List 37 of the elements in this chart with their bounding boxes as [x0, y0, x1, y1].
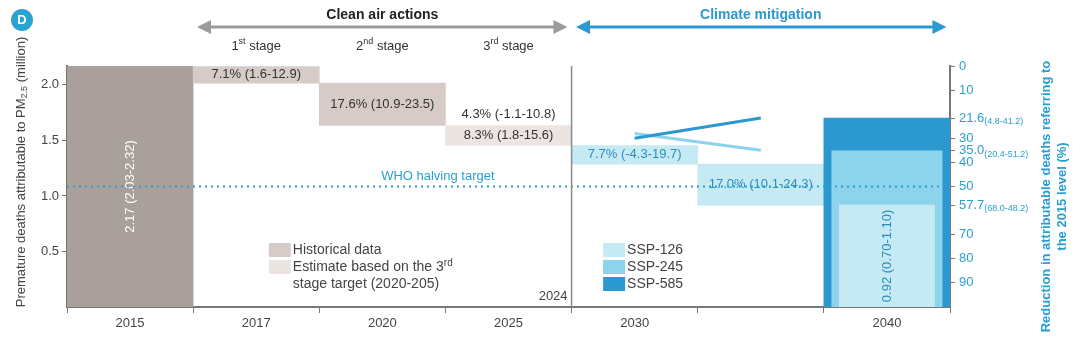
- ref-line-label: WHO halving target: [381, 168, 495, 184]
- y2-tick-label: 10: [959, 81, 974, 97]
- y2-tick-label: 40: [959, 153, 974, 169]
- data-label: 7.1% (1.6-12.9): [211, 66, 302, 82]
- y-tick-label: 1.5: [40, 131, 59, 147]
- x-tick-label: 2015: [115, 315, 145, 331]
- y2-tick-label: 30: [959, 129, 974, 145]
- y2-tick-label: 0: [959, 57, 967, 73]
- text: Climate mitigation: [700, 5, 822, 22]
- data-label: 8.3% (1.8-15.6): [463, 127, 554, 143]
- data-label: 7.7% (-4.3-19.7): [587, 146, 682, 162]
- ref-line-label: 2024: [538, 287, 568, 303]
- annotation: 4.3% (-1.1-10.8): [461, 105, 556, 121]
- legend-label: SSP-245: [627, 258, 684, 275]
- data-label: 2.17 (2.03-2.32): [121, 140, 137, 233]
- y2-tick-label: 90: [959, 274, 974, 290]
- y-axis-title: Premature deaths attributable to PM2.5 (million): [12, 36, 30, 308]
- legend-label: SSP-585: [627, 275, 684, 292]
- text: D: [17, 11, 27, 27]
- y-tick-label: 2.0: [40, 76, 59, 92]
- text: Clean air actions: [326, 5, 439, 22]
- y2-tick-label: 80: [959, 250, 974, 266]
- x-tick-label: 2020: [367, 315, 397, 331]
- legend-label: SSP-126: [627, 241, 684, 258]
- y2-axis-title: Reduction in attributable deaths referring to the 2015 level (%): [1037, 60, 1069, 333]
- y-tick-label: 1.0: [40, 187, 59, 203]
- x-tick-label: 2030: [620, 315, 650, 331]
- y2-tick-label: 50: [959, 178, 974, 194]
- data-label: 17.6% (10.9-23.5): [330, 95, 435, 111]
- x-tick-label: 2040: [872, 315, 902, 331]
- x-tick-label: 2025: [494, 315, 523, 331]
- x-tick-label: 2017: [241, 315, 271, 331]
- y-tick-label: 0.5: [40, 243, 59, 259]
- data-label: 17.0% (10.1-24.3): [708, 176, 813, 192]
- y2-tick-label: 70: [959, 226, 974, 242]
- data-label: 0.92 (0.70-1.10): [878, 209, 894, 303]
- legend-label: Historical data: [292, 241, 382, 258]
